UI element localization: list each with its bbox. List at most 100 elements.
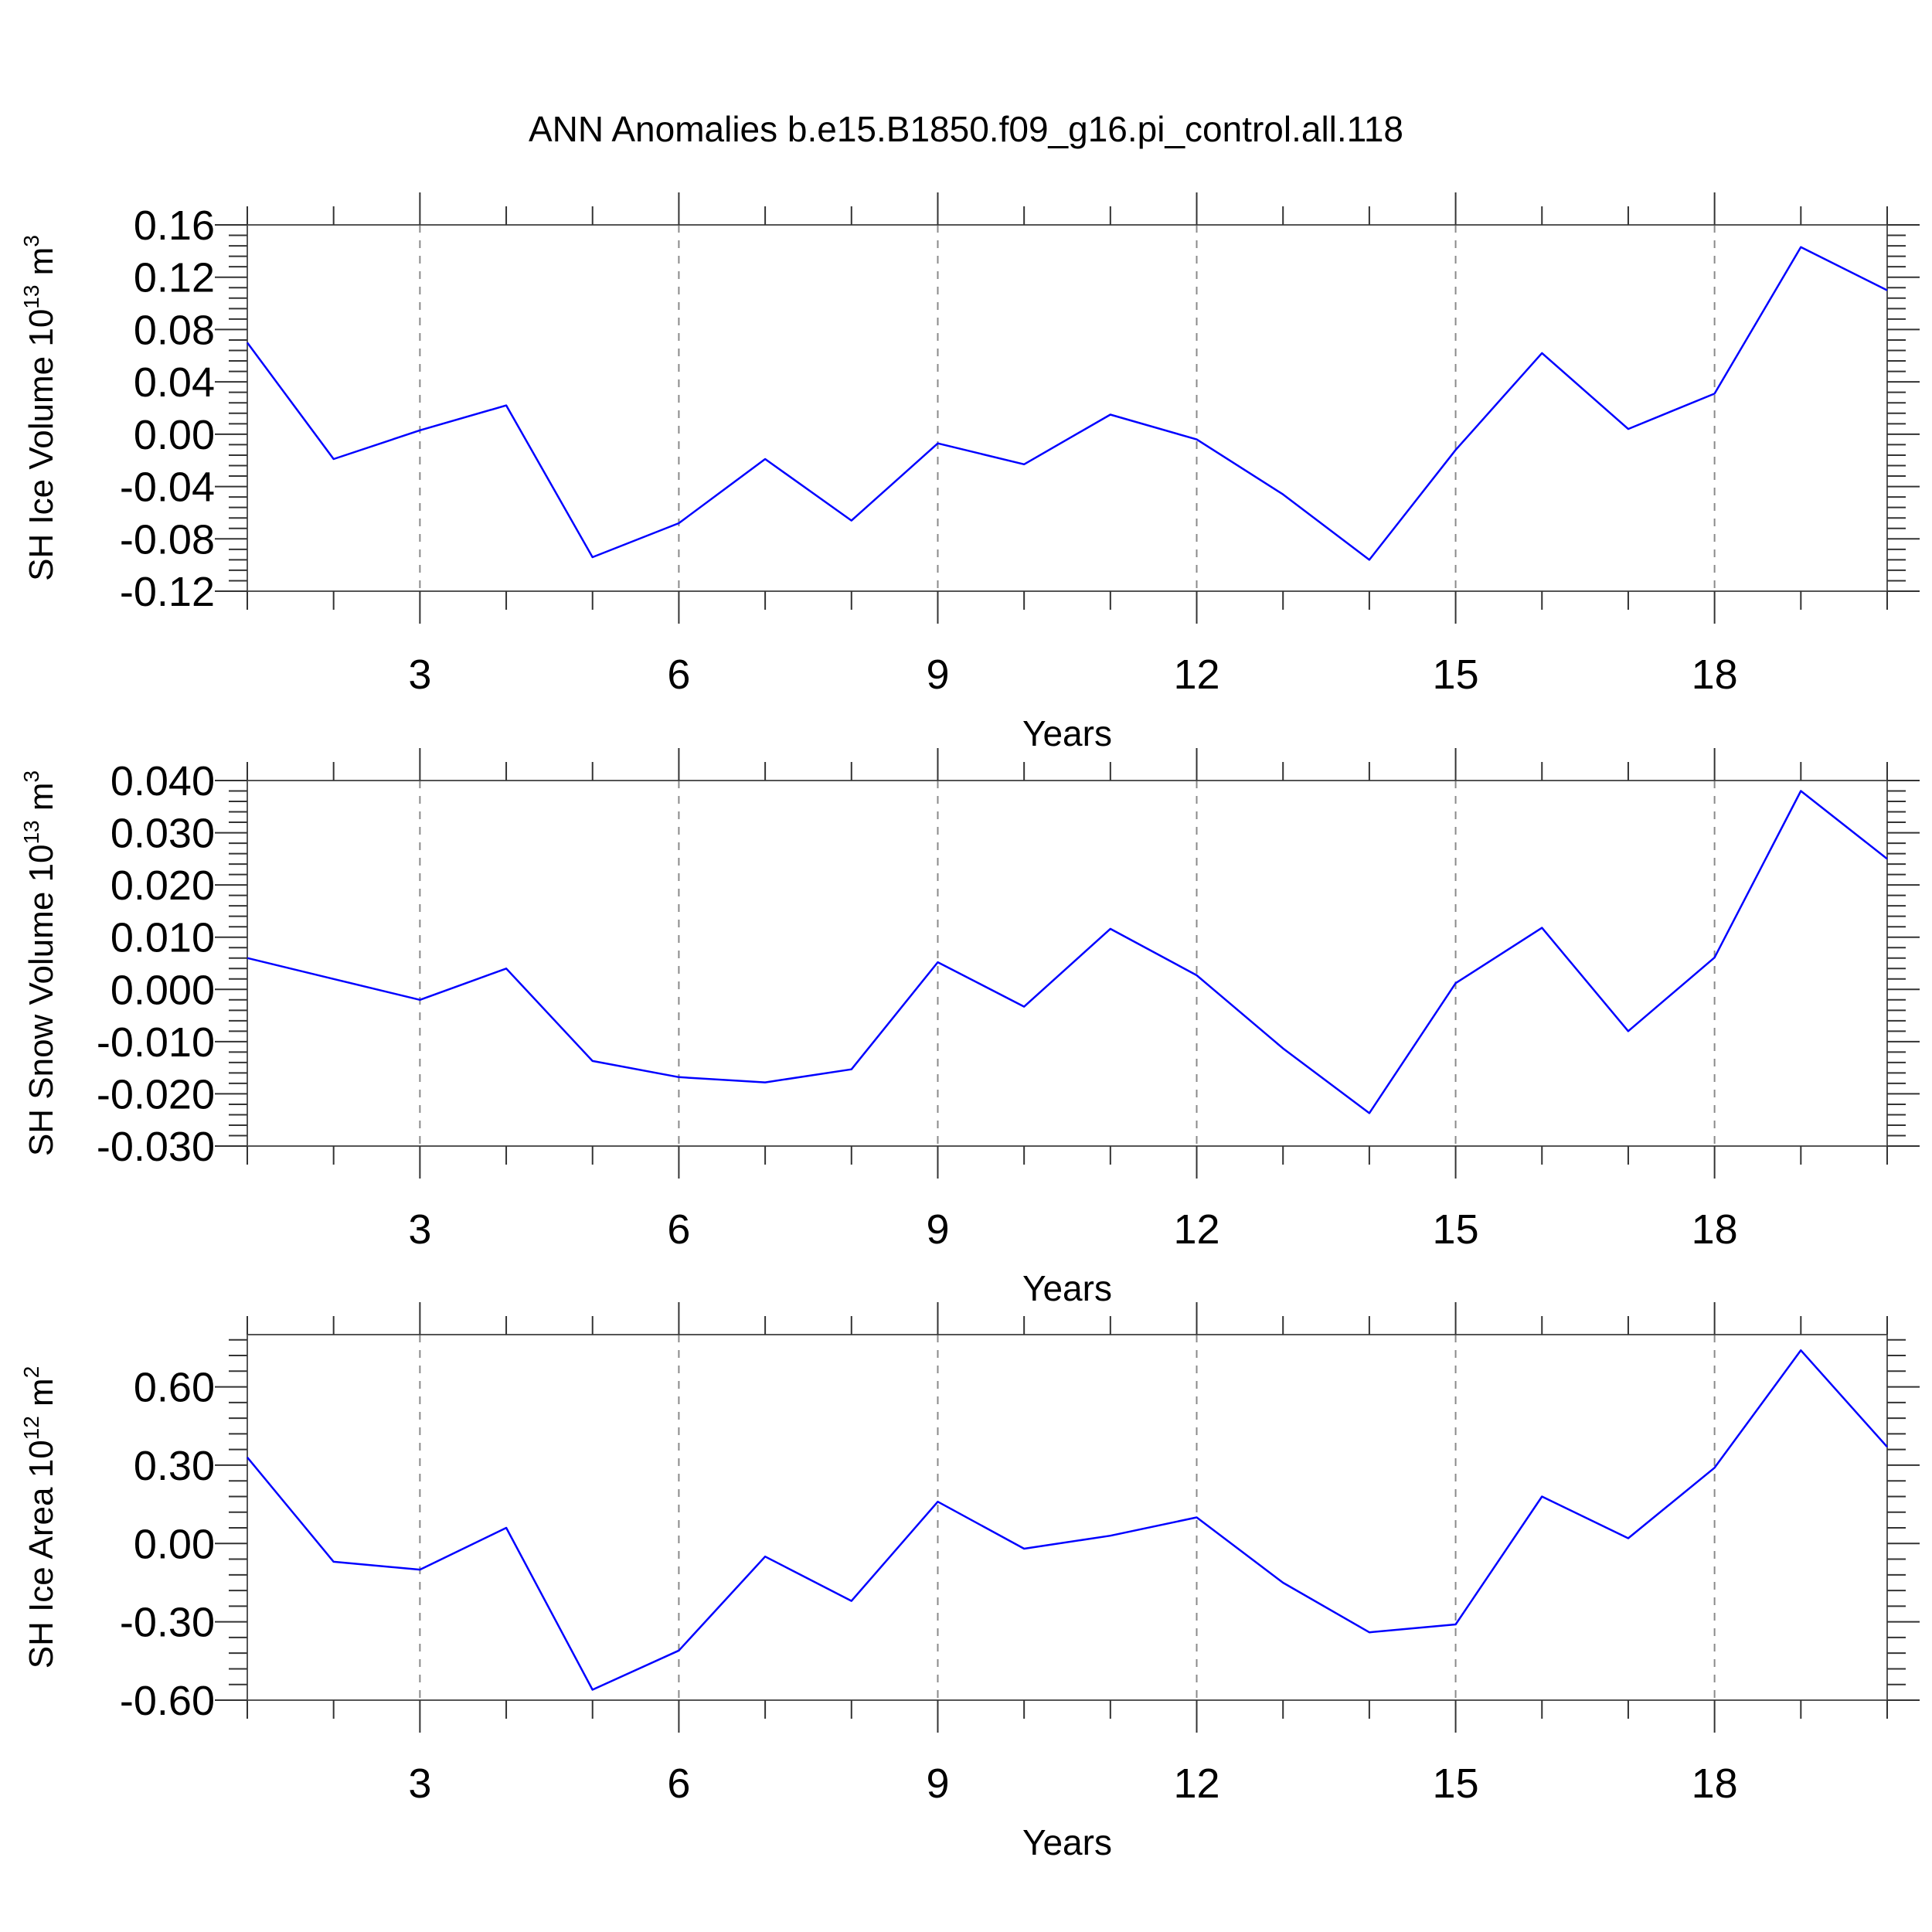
x-axis-label: Years: [1022, 1268, 1112, 1308]
data-point: [245, 340, 250, 345]
y-tick-label: 0.020: [111, 862, 215, 909]
chart-panel-2: -0.030 -0.020 -0.010 0.000 0.010 0.020 0.030 0.…: [19, 748, 1920, 1308]
x-axis-label: Years: [1022, 713, 1112, 753]
y-axis-label: SH Ice Area 1012 m2: [19, 1366, 60, 1669]
chart-title: ANN Anomalies b.e15.B1850.f09_g16.pi_con…: [529, 109, 1403, 149]
data-point: [1713, 391, 1717, 396]
x-tick-label: 3: [408, 651, 431, 698]
data-point: [590, 1059, 595, 1063]
data-point: [849, 1067, 854, 1072]
y-tick-label: 0.16: [134, 202, 215, 249]
y-tick-label: -0.60: [120, 1678, 215, 1724]
data-point: [1885, 856, 1889, 861]
data-point: [849, 1599, 854, 1604]
y-tick-label: -0.010: [97, 1019, 215, 1066]
data-point: [935, 960, 940, 964]
data-point: [676, 521, 681, 526]
data-point: [1454, 981, 1458, 985]
data-point: [590, 555, 595, 560]
data-point: [676, 1075, 681, 1080]
data-point: [1626, 1029, 1631, 1033]
data-point: [417, 1567, 422, 1572]
data-point: [1885, 1444, 1889, 1449]
y-tick-label: 0.00: [134, 1521, 215, 1567]
data-point: [763, 1554, 767, 1559]
x-tick-label: 3: [408, 1206, 431, 1253]
data-point: [1281, 1580, 1285, 1585]
x-tick-label: 18: [1692, 1760, 1738, 1807]
data-point: [1798, 245, 1803, 250]
data-point: [1885, 288, 1889, 293]
y-tick-label: 0.030: [111, 811, 215, 857]
y-tick-label: 0.010: [111, 915, 215, 961]
data-point: [1713, 1465, 1717, 1470]
x-tick-label: 9: [926, 1206, 949, 1253]
y-tick-label: 0.08: [134, 307, 215, 353]
x-tick-label: 15: [1433, 1206, 1479, 1253]
data-point: [1539, 1494, 1544, 1498]
y-tick-label: -0.30: [120, 1600, 215, 1646]
x-tick-label: 12: [1173, 651, 1219, 698]
series-line: [247, 1349, 1888, 1691]
data-point: [1626, 1536, 1631, 1541]
data-point: [935, 441, 940, 446]
data-point: [245, 1455, 250, 1460]
y-tick-label: -0.08: [120, 516, 215, 563]
data-point: [1713, 955, 1717, 960]
data-point: [504, 1526, 509, 1530]
x-tick-label: 15: [1433, 651, 1479, 698]
data-point: [590, 1687, 595, 1692]
data-point: [935, 1499, 940, 1504]
data-point: [504, 403, 509, 408]
series-line: [247, 790, 1888, 1114]
y-tick-label: -0.020: [97, 1071, 215, 1117]
x-tick-label: 18: [1692, 1206, 1738, 1253]
series-line: [246, 246, 1888, 561]
data-point: [1108, 1533, 1113, 1538]
y-tick-label: 0.30: [134, 1443, 215, 1489]
chart-panel-1: -0.12 -0.08 -0.04 0.00 0.04 0.08 0.12 0.16 3 6 9 12…: [19, 192, 1920, 753]
data-point: [1454, 447, 1458, 452]
data-point: [1281, 1046, 1285, 1051]
data-point: [1195, 1515, 1199, 1520]
data-point: [332, 457, 336, 461]
plot-frame: [247, 1334, 1888, 1701]
data-point: [1367, 557, 1372, 562]
y-tick-label: -0.12: [120, 569, 215, 615]
plot-frame: [247, 224, 1888, 592]
chart-panel-3: -0.60 -0.30 0.00 0.30 0.60 3 6 9 12 15 18 Years SH I…: [19, 1302, 1920, 1862]
y-axis-label: SH Ice Volume 1013 m3: [19, 235, 60, 581]
data-point: [849, 519, 854, 523]
data-point: [1022, 462, 1026, 467]
x-tick-label: 15: [1433, 1760, 1479, 1807]
y-tick-label: 0.000: [111, 967, 215, 1013]
data-point: [1195, 437, 1199, 442]
y-tick-label: -0.030: [97, 1124, 215, 1170]
x-tick-label: 3: [408, 1760, 431, 1807]
data-point: [1195, 973, 1199, 978]
data-point: [1108, 412, 1113, 417]
data-point: [1108, 927, 1113, 931]
y-tick-label: 0.00: [134, 412, 215, 458]
x-tick-label: 9: [926, 651, 949, 698]
x-tick-label: 9: [926, 1760, 949, 1807]
data-point: [332, 977, 336, 981]
data-point: [763, 457, 767, 461]
data-point: [1454, 1622, 1458, 1627]
data-point: [1539, 926, 1544, 930]
data-point: [1798, 789, 1803, 794]
data-point: [504, 966, 509, 971]
x-tick-label: 12: [1173, 1206, 1219, 1253]
x-tick-label: 6: [667, 1760, 690, 1807]
y-tick-label: 0.12: [134, 255, 215, 301]
data-point: [1798, 1348, 1803, 1352]
data-point: [332, 1560, 336, 1564]
y-tick-label: -0.04: [120, 464, 215, 511]
panels: -0.12 -0.08 -0.04 0.00 0.04 0.08 0.12 0.16 3 6 9 12…: [19, 192, 1920, 1862]
y-tick-label: 0.04: [134, 359, 215, 406]
x-tick-label: 18: [1692, 651, 1738, 698]
plot-frame: [247, 780, 1888, 1147]
y-tick-label: 0.60: [134, 1365, 215, 1411]
y-tick-label: 0.040: [111, 758, 215, 804]
